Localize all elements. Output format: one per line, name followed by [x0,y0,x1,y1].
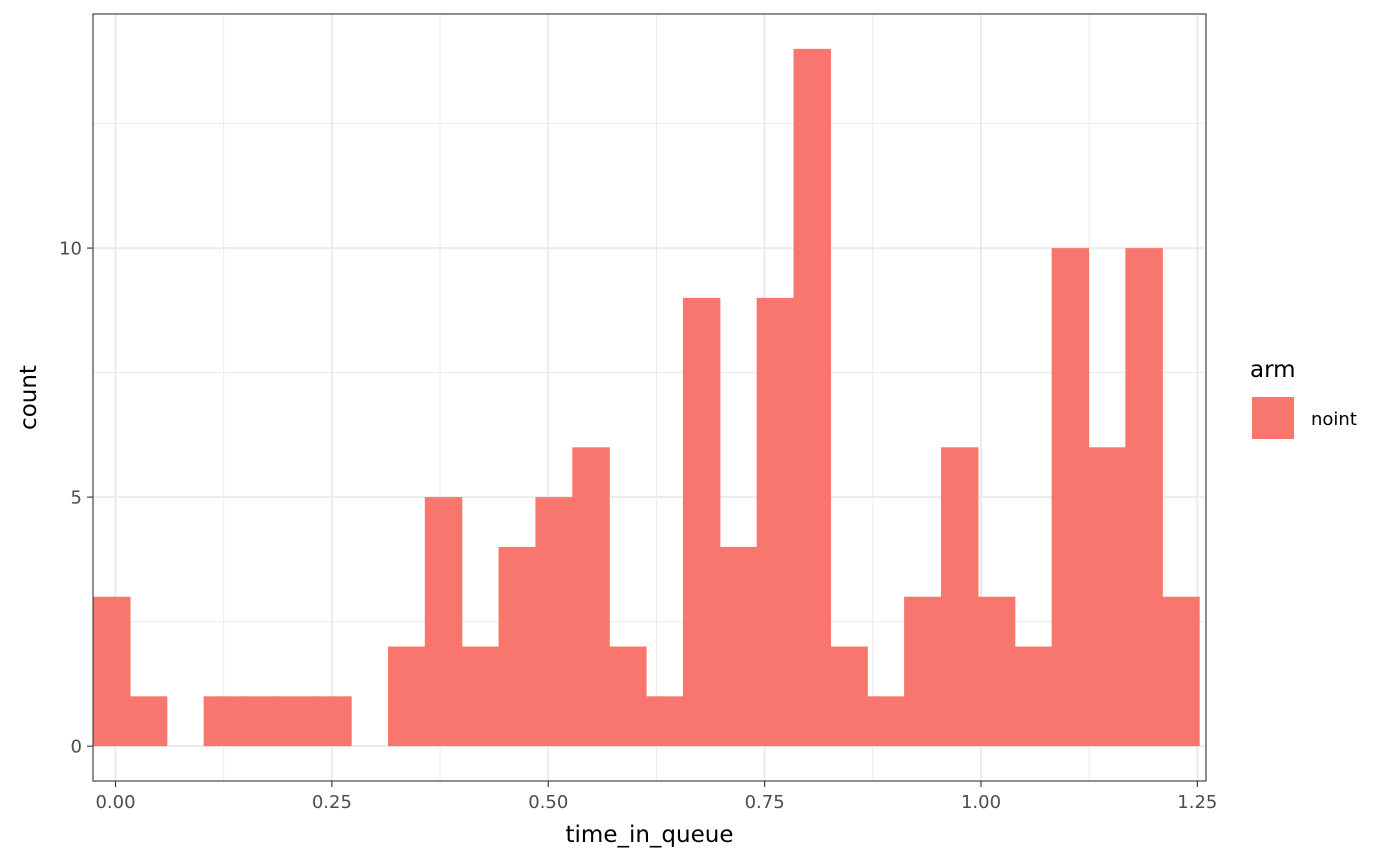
x-tick-label: 0.00 [95,792,135,813]
bar-bin-23 [940,447,979,747]
bar-bin-6 [314,696,352,747]
x-tick-label: 0.25 [312,792,352,813]
bar-bin-11 [498,546,537,747]
bar-bin-0 [93,596,131,747]
bar-bin-5 [277,696,315,747]
x-axis: 0.00 0.25 0.50 0.75 1.00 1.25 [95,781,1217,813]
bar-bin-22 [904,596,942,747]
legend-title: arm [1250,357,1296,383]
x-tick-label: 0.75 [745,792,785,813]
x-tick-label: 0.50 [528,792,568,813]
bar-bin-25 [1014,646,1053,747]
panel-border [92,13,1207,782]
bar-bin-9 [424,497,463,747]
y-tick-label: 10 [59,239,82,260]
bar-bin-3 [203,696,242,747]
y-axis-title: count [16,365,42,430]
bar-bin-24 [977,596,1016,747]
histogram-bars [93,48,1200,747]
bar-bin-21 [867,696,905,747]
x-tick-label: 1.25 [1177,792,1217,813]
bar-bin-27 [1088,447,1126,747]
x-tick-label: 1.00 [961,792,1001,813]
legend-label-noint: noint [1311,409,1357,430]
y-axis: 0 5 10 [59,239,93,758]
bar-bin-17 [719,546,758,747]
bar-bin-13 [572,447,610,747]
bar-bin-15 [646,696,684,747]
bar-bin-14 [609,646,647,747]
bar-bin-18 [756,297,795,747]
legend: arm noint [1250,357,1357,439]
y-tick-label: 5 [71,488,82,509]
bar-bin-4 [240,696,278,747]
bar-bin-1 [129,696,168,747]
bar-bin-29 [1162,596,1200,747]
y-tick-label: 0 [71,737,82,758]
bar-bin-16 [682,297,721,747]
legend-key-noint [1252,397,1294,439]
bar-bin-20 [830,646,868,747]
bar-bin-26 [1051,248,1090,747]
bar-bin-28 [1125,248,1163,747]
bar-bin-10 [461,646,500,747]
bar-bin-8 [387,646,426,747]
x-axis-title: time_in_queue [566,822,734,848]
bar-bin-12 [535,497,573,747]
bar-bin-19 [793,48,831,747]
